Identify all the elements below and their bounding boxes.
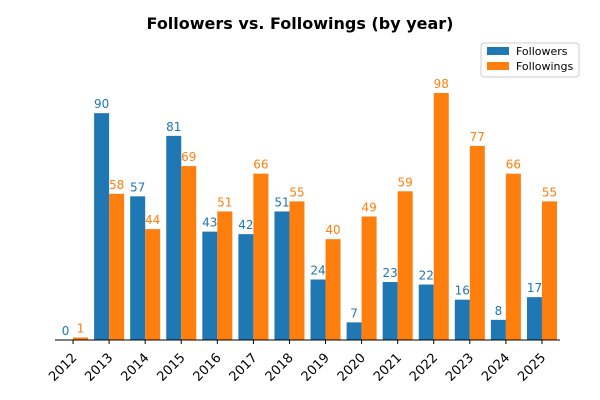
x-tick-label-2022: 2022 xyxy=(407,351,441,385)
data-label-followings-2012: 1 xyxy=(77,321,85,335)
x-axis-ticks: 2012 2013 2014 2015 2016 2017 2018 2019 2020 2021… xyxy=(46,340,549,385)
bar-followings-2015 xyxy=(181,166,197,340)
data-label-followers-2019: 24 xyxy=(310,264,325,278)
bar-followings-2025 xyxy=(541,201,557,340)
bar-followings-2019 xyxy=(325,239,341,340)
data-label-followers-2016: 43 xyxy=(202,216,217,230)
bar-followers-2014 xyxy=(130,196,146,340)
bar-followings-2018 xyxy=(289,201,305,340)
bar-followers-2021 xyxy=(382,282,398,340)
bar-followers-2020 xyxy=(346,322,362,340)
bar-followings-2016 xyxy=(217,211,233,340)
bar-followers-2023 xyxy=(454,299,470,340)
bar-followers-2019 xyxy=(310,279,326,340)
data-label-followers-2017: 42 xyxy=(238,218,253,232)
bar-followers-2024 xyxy=(490,319,506,340)
data-label-followers-2025: 17 xyxy=(527,281,542,295)
x-tick-label-2017: 2017 xyxy=(227,351,261,385)
x-tick-label-2018: 2018 xyxy=(263,351,297,385)
data-label-followings-2022: 98 xyxy=(434,77,449,91)
data-label-followers-2024: 8 xyxy=(495,304,503,318)
data-label-followers-2021: 23 xyxy=(383,266,398,280)
bar-followings-2022 xyxy=(433,93,449,340)
bar-followings-2024 xyxy=(505,173,521,340)
data-label-followings-2025: 55 xyxy=(542,185,557,199)
x-tick-label-2020: 2020 xyxy=(335,351,369,385)
bars-group xyxy=(73,93,557,340)
x-tick-label-2015: 2015 xyxy=(155,351,189,385)
legend-swatch-followers xyxy=(487,47,509,55)
x-tick-label-2016: 2016 xyxy=(191,351,225,385)
bar-followings-2014 xyxy=(145,229,161,340)
legend-label-followers: Followers xyxy=(516,45,568,58)
data-label-followings-2013: 58 xyxy=(109,178,124,192)
data-label-followers-2014: 57 xyxy=(130,180,145,194)
bar-followings-2012 xyxy=(73,337,89,340)
x-tick-label-2023: 2023 xyxy=(443,351,477,385)
bar-followers-2017 xyxy=(238,234,254,340)
x-tick-label-2025: 2025 xyxy=(515,351,549,385)
x-tick-label-2013: 2013 xyxy=(82,351,116,385)
bar-followings-2023 xyxy=(469,145,485,340)
data-label-followings-2014: 44 xyxy=(145,213,160,227)
bar-followings-2017 xyxy=(253,173,269,340)
bar-followers-2015 xyxy=(166,135,182,340)
bar-followings-2013 xyxy=(109,193,125,340)
data-label-followers-2022: 22 xyxy=(419,269,434,283)
bar-followers-2013 xyxy=(94,113,110,340)
chart-title: Followers vs. Followings (by year) xyxy=(147,14,454,33)
data-label-followings-2021: 59 xyxy=(398,175,413,189)
data-label-followers-2018: 51 xyxy=(274,195,289,209)
bar-followings-2021 xyxy=(397,191,413,340)
data-label-followings-2018: 55 xyxy=(289,185,304,199)
x-tick-label-2024: 2024 xyxy=(479,351,513,385)
legend-swatch-followings xyxy=(487,62,509,70)
x-tick-label-2021: 2021 xyxy=(371,351,405,385)
bar-followers-2018 xyxy=(274,211,290,340)
bar-followers-2022 xyxy=(418,284,434,340)
bar-followers-2016 xyxy=(202,231,218,340)
bar-followings-2020 xyxy=(361,216,377,340)
data-label-followings-2016: 51 xyxy=(217,195,232,209)
data-label-followers-2023: 16 xyxy=(455,284,470,298)
data-label-followers-2020: 7 xyxy=(350,306,358,320)
data-label-followers-2012: 0 xyxy=(62,324,70,338)
x-tick-label-2019: 2019 xyxy=(299,351,333,385)
legend-label-followings: Followings xyxy=(516,60,574,73)
data-label-followings-2015: 69 xyxy=(181,150,196,164)
data-label-followings-2023: 77 xyxy=(470,130,485,144)
x-tick-label-2014: 2014 xyxy=(118,351,152,385)
data-label-followers-2013: 90 xyxy=(94,97,109,111)
data-label-followers-2015: 81 xyxy=(166,120,181,134)
legend: Followers Followings xyxy=(480,42,580,78)
x-tick-label-2012: 2012 xyxy=(46,351,80,385)
data-label-followings-2017: 66 xyxy=(253,158,268,172)
data-label-followings-2020: 49 xyxy=(361,201,376,215)
data-label-followings-2019: 40 xyxy=(325,223,340,237)
bar-followers-2025 xyxy=(526,297,542,340)
data-label-followings-2024: 66 xyxy=(506,158,521,172)
